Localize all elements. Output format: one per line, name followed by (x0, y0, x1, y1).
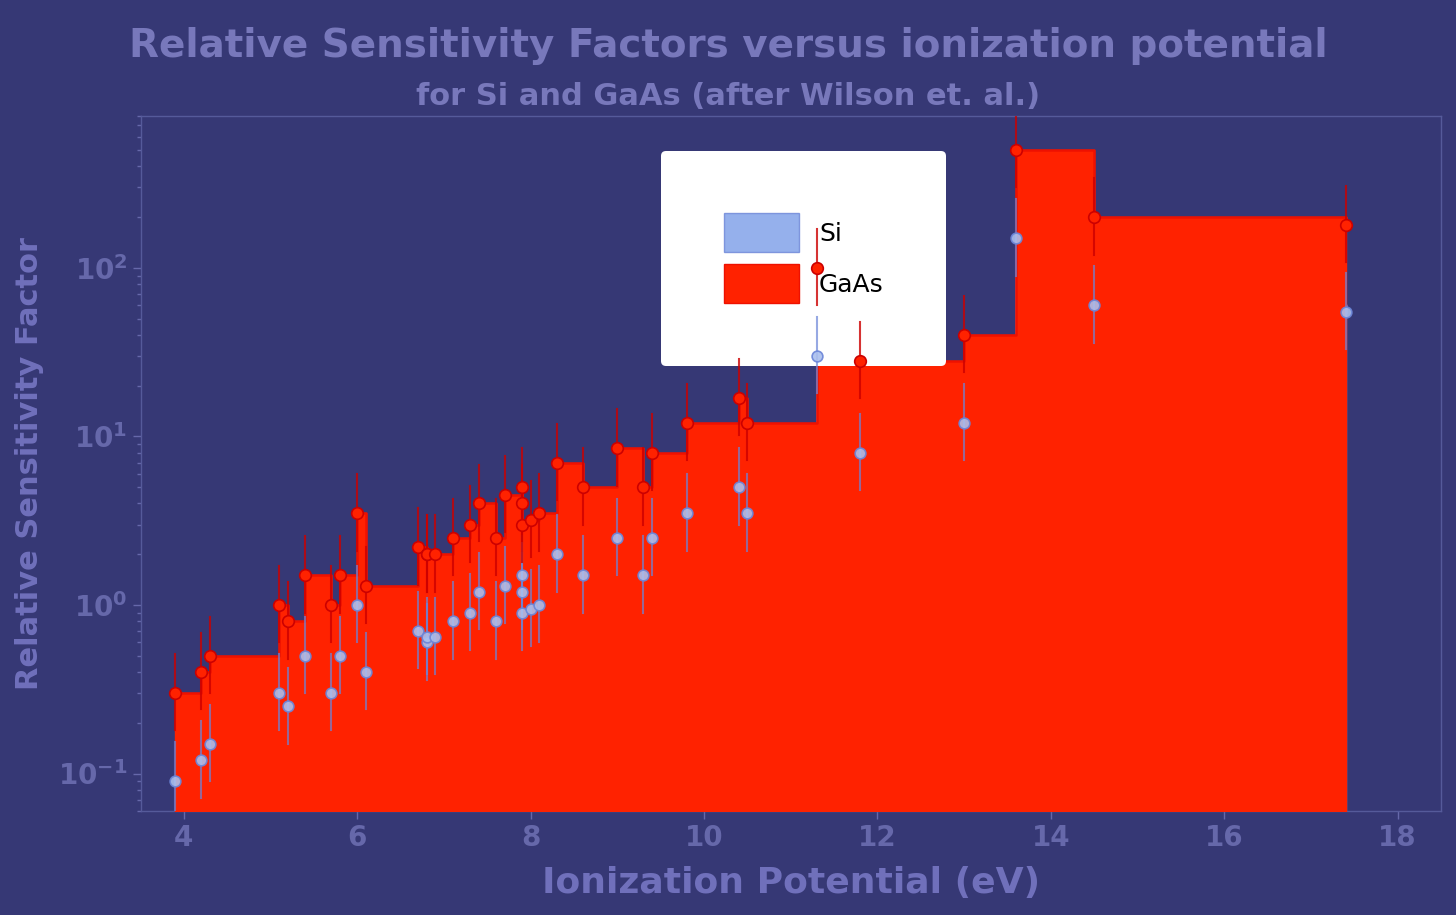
Point (676, 415, 699, 430)
Point (571, 479, 594, 494)
Point (467, 496, 491, 511)
Point (163, 685, 186, 700)
Point (511, 517, 534, 532)
Point (641, 446, 664, 460)
Point (511, 585, 534, 599)
Point (441, 531, 464, 545)
Point (727, 479, 750, 494)
Point (735, 506, 759, 521)
Point (459, 517, 482, 532)
Point (345, 506, 368, 521)
Point (805, 261, 828, 275)
Point (415, 547, 438, 562)
Point (632, 479, 655, 494)
Point (511, 606, 534, 620)
Point (277, 614, 300, 629)
Point (676, 506, 699, 521)
Point (345, 597, 368, 612)
Point (606, 531, 629, 545)
Point (545, 455, 568, 469)
Point (320, 685, 344, 700)
Point (494, 488, 517, 502)
Point (320, 597, 344, 612)
Point (163, 774, 186, 789)
Point (354, 664, 377, 679)
Point (952, 415, 976, 430)
Point (511, 479, 534, 494)
Point (441, 614, 464, 629)
Y-axis label: Relative Sensitivity Factor: Relative Sensitivity Factor (15, 237, 44, 690)
Text: for Si and GaAs (after Wilson et. al.): for Si and GaAs (after Wilson et. al.) (416, 82, 1040, 112)
Point (952, 328, 976, 342)
Point (415, 635, 438, 650)
Point (198, 649, 221, 663)
Point (606, 441, 629, 456)
X-axis label: Ionization Potential (eV): Ionization Potential (eV) (542, 866, 1040, 900)
Point (424, 630, 447, 644)
Point (632, 568, 655, 583)
Point (294, 649, 317, 663)
Point (415, 630, 438, 644)
Point (189, 753, 213, 768)
Point (1005, 143, 1028, 157)
Point (1334, 218, 1357, 232)
Point (511, 496, 534, 511)
Point (849, 446, 872, 460)
Point (198, 737, 221, 751)
Point (268, 597, 291, 612)
Point (518, 601, 542, 616)
Point (328, 649, 351, 663)
Point (1083, 210, 1107, 224)
Point (1334, 305, 1357, 319)
Point (415, 547, 438, 562)
Point (328, 568, 351, 583)
Point (494, 578, 517, 593)
Point (268, 685, 291, 700)
Point (527, 597, 550, 612)
Point (277, 699, 300, 714)
Point (485, 614, 508, 629)
Point (545, 547, 568, 562)
Point (805, 349, 828, 363)
Point (527, 506, 550, 521)
Point (571, 568, 594, 583)
Point (1083, 298, 1107, 313)
Point (735, 415, 759, 430)
Point (354, 578, 377, 593)
Point (485, 531, 508, 545)
Point (1005, 231, 1028, 245)
Point (459, 606, 482, 620)
Text: Relative Sensitivity Factors versus ionization potential: Relative Sensitivity Factors versus ioni… (128, 27, 1328, 66)
Point (727, 391, 750, 405)
Legend: Si, GaAs: Si, GaAs (661, 151, 946, 366)
Point (424, 547, 447, 562)
Point (189, 664, 213, 679)
Point (641, 531, 664, 545)
Point (511, 568, 534, 583)
Point (849, 354, 872, 369)
Point (467, 585, 491, 599)
Point (406, 624, 430, 639)
Point (406, 540, 430, 554)
Point (294, 568, 317, 583)
Point (518, 512, 542, 527)
